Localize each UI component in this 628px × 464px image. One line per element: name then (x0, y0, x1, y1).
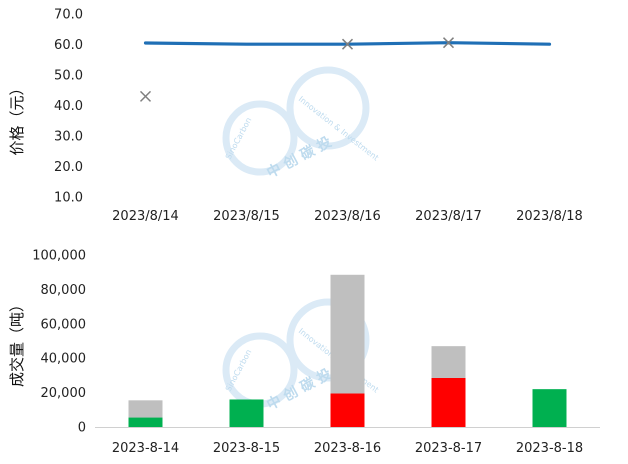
watermark-ring-right (286, 298, 370, 382)
price-y-tick: 30.0 (54, 130, 83, 145)
volume-bar-segment (128, 417, 163, 427)
volume-bar-segment (330, 274, 365, 394)
price-y-tick: 10.0 (54, 191, 83, 206)
volume-x-tick: 2023-8-16 (314, 441, 381, 456)
volume-bar-segment (128, 400, 163, 418)
price-y-tick: 20.0 (54, 160, 83, 175)
volume-y-tick: 0 (78, 421, 86, 436)
price-x-tick: 2023/8/16 (314, 209, 381, 224)
price-x-tick: 2023/8/18 (516, 209, 583, 224)
watermark-text-cn: 中 创 碳 投 (264, 365, 334, 413)
volume-y-tick: 20,000 (41, 386, 87, 401)
price-marker-x (139, 90, 152, 102)
price-marker-x (341, 38, 354, 50)
watermark-text-cn: 中 创 碳 投 (264, 133, 334, 181)
price-x-tick: 2023/8/15 (213, 209, 280, 224)
volume-bar-segment (229, 399, 264, 427)
volume-x-tick: 2023-8-18 (516, 441, 583, 456)
volume-x-tick: 2023-8-15 (213, 441, 280, 456)
volume-y-tick: 40,000 (41, 352, 87, 367)
volume-bar-segment (431, 377, 466, 427)
volume-bar-segment (330, 393, 365, 427)
price-x-tick: 2023/8/14 (112, 209, 179, 224)
price-y-axis-label: 价格（元） (8, 80, 26, 155)
price-chart: 价格（元） 10.0 20.0 30.0 40.0 50.0 60.0 70.0 2023/8… (8, 8, 583, 225)
volume-y-axis-label: 成交量（吨） (8, 297, 26, 387)
price-x-tick: 2023/8/17 (415, 209, 482, 224)
price-y-tick: 50.0 (54, 69, 83, 84)
price-marker-x (442, 37, 455, 49)
volume-y-tick: 60,000 (41, 317, 87, 332)
volume-x-tick: 2023-8-14 (112, 441, 179, 456)
price-marker-stroke (442, 37, 455, 49)
watermark-ring-right (286, 66, 370, 150)
watermark-ring-left (222, 100, 298, 176)
price-y-tick: 70.0 (54, 8, 83, 23)
volume-x-tick: 2023-8-17 (415, 441, 482, 456)
volume-chart: 成交量（吨） 0 20,000 40,000 60,000 80,000 100,000 2… (8, 249, 600, 456)
price-y-tick: 60.0 (54, 38, 83, 53)
price-marker-stroke (139, 90, 152, 102)
volume-y-tick: 100,000 (32, 249, 86, 264)
price-marker-stroke (341, 38, 354, 50)
price-y-tick: 40.0 (54, 99, 83, 114)
volume-y-tick: 80,000 (41, 283, 87, 298)
volume-bar-segment (532, 389, 567, 427)
volume-bar-segment (431, 346, 466, 378)
